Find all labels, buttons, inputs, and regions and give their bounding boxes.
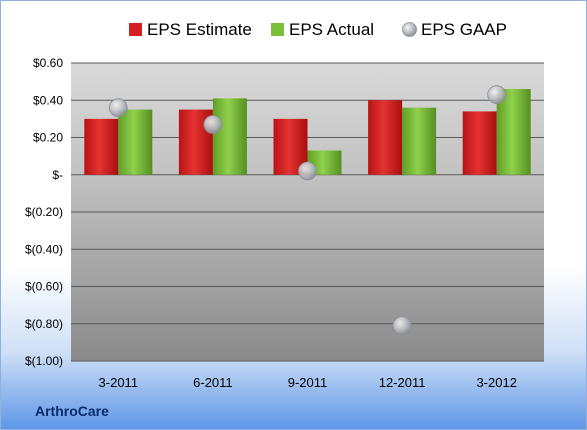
gaap-marker [487,85,507,105]
x-tick-label: 3-2012 [476,375,516,390]
estimate-bar [84,118,119,175]
gaap-marker [203,115,223,134]
legend-swatch [402,22,417,37]
y-tick-label: $(0.60) [25,280,63,294]
x-tick-label: 3-2011 [99,375,139,390]
gaap-marker [392,316,412,336]
x-tick-label: 6-2011 [193,375,233,390]
y-tick-label: $(1.00) [25,354,63,368]
legend: EPS Estimate EPS Actual EPS GAAP [129,20,507,39]
y-tick-label: $(0.20) [25,205,63,219]
estimate-bar [368,100,403,175]
legend-label: EPS Actual [289,20,374,39]
x-axis-ticks: 3-2011 6-2011 9-2011 12-2011 3-2012 [99,375,517,390]
y-tick-label: $- [52,168,63,182]
actual-bar [402,107,437,175]
bars [84,89,531,175]
y-tick-label: $0.40 [33,93,63,107]
actual-bar [496,89,531,175]
y-tick-label: $(0.80) [25,317,63,331]
y-tick-label: $0.60 [33,56,63,70]
x-tick-label: 12-2011 [379,375,426,390]
legend-swatch [129,23,142,36]
actual-bar [118,109,153,175]
legend-swatch [271,23,284,36]
actual-bar [212,98,247,175]
x-tick-label: 9-2011 [288,375,328,390]
gaap-marker [108,98,128,118]
company-name: ArthroCare [35,403,109,419]
y-tick-label: $(0.40) [25,242,63,256]
legend-label: EPS GAAP [421,20,507,39]
estimate-bar [462,111,497,175]
y-axis-ticks: $0.60 $0.40 $0.20 $- $(0.20) $(0.40) $(0.60) $(… [25,56,63,368]
gaap-markers [108,85,507,336]
legend-label: EPS Estimate [147,20,252,39]
y-tick-label: $0.20 [33,131,63,145]
gaap-marker [298,161,317,181]
